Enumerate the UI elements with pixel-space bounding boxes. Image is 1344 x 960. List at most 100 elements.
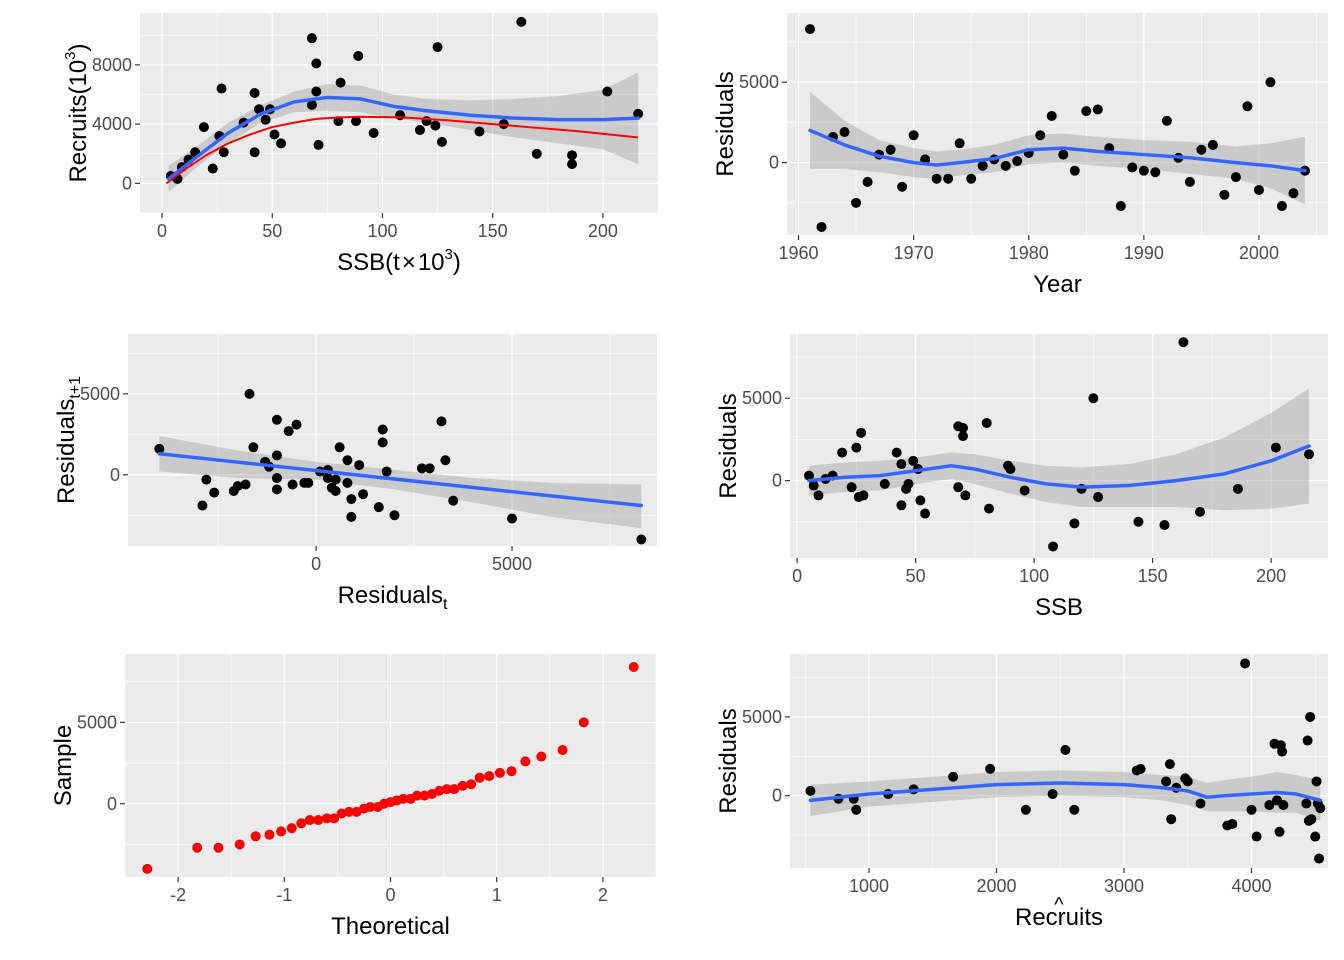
data-point: [1246, 804, 1257, 815]
data-point: [846, 482, 857, 493]
data-point: [291, 419, 302, 430]
data-point: [260, 114, 271, 125]
data-point: [304, 815, 315, 826]
data-point: [1184, 176, 1195, 187]
data-point: [636, 534, 647, 545]
data-point: [271, 484, 282, 495]
data-point: [953, 482, 964, 493]
data-point: [198, 122, 209, 133]
data-point: [531, 148, 542, 159]
data-point: [296, 818, 307, 829]
data-point: [1150, 167, 1161, 178]
y-tick-label: 8000: [92, 55, 132, 75]
y-axis-title: Residuals: [715, 708, 742, 813]
x-tick-label: 0: [157, 221, 167, 241]
data-point: [1048, 541, 1059, 552]
data-point: [1005, 464, 1016, 475]
data-point: [1277, 746, 1288, 757]
data-point: [335, 77, 346, 88]
data-point: [1240, 658, 1251, 669]
data-point: [213, 842, 224, 853]
data-point: [1047, 789, 1058, 800]
data-point: [311, 86, 322, 97]
x-tick-label: 1990: [1124, 243, 1164, 263]
x-tick-label: 0: [311, 554, 321, 574]
data-point: [474, 126, 485, 137]
x-tick-label: 2000: [977, 876, 1017, 896]
plot-marks: [805, 658, 1326, 864]
data-point: [1315, 803, 1326, 814]
data-point: [283, 426, 294, 437]
data-point: [354, 460, 365, 471]
data-point: [896, 459, 907, 470]
data-point: [201, 474, 212, 485]
y-tick-label: 0: [772, 471, 782, 491]
data-point: [358, 489, 369, 500]
data-point: [813, 490, 824, 501]
data-point: [306, 33, 317, 44]
data-point: [240, 479, 251, 490]
data-point: [1012, 156, 1023, 166]
data-point: [1069, 804, 1080, 815]
x-tick-label: 0: [385, 885, 395, 905]
x-tick-label: 4000: [1231, 876, 1271, 896]
data-point: [1135, 763, 1146, 774]
data-point: [856, 427, 867, 438]
x-tick-label: 50: [906, 566, 926, 586]
data-point: [197, 500, 208, 511]
data-point: [353, 50, 364, 61]
data-point: [311, 58, 322, 69]
data-point: [516, 16, 527, 27]
x-axis-title: Year: [1033, 271, 1082, 298]
data-point: [557, 745, 568, 756]
data-point: [1069, 518, 1080, 529]
x-tick-label: 3000: [1104, 876, 1144, 896]
data-point: [920, 508, 931, 519]
fitted-curve: [165, 115, 639, 185]
data-point: [1058, 149, 1069, 160]
data-point: [960, 490, 971, 501]
data-point: [216, 83, 227, 94]
data-point: [1081, 106, 1092, 117]
data-point: [536, 751, 547, 762]
data-point: [377, 437, 388, 448]
data-point: [271, 414, 282, 425]
x-tick-label: 1: [492, 885, 502, 905]
data-point: [1092, 104, 1103, 115]
data-point: [984, 503, 995, 514]
data-point: [142, 863, 153, 874]
x-tick-label: 100: [367, 221, 397, 241]
data-point: [244, 388, 255, 399]
data-point: [915, 495, 926, 506]
data-point: [805, 24, 816, 35]
data-point: [958, 422, 969, 433]
confidence-band: [168, 72, 639, 193]
data-point: [1161, 115, 1172, 126]
data-point: [837, 447, 848, 458]
data-point: [885, 144, 896, 155]
data-point: [154, 443, 165, 454]
x-axis-title: Recruits: [1015, 904, 1103, 931]
chart-year-residuals: 1960 1970 1980 1990 2000 0 5000 Year Residuals: [712, 13, 1328, 298]
data-point: [344, 806, 355, 817]
y-tick-label: 0: [107, 794, 117, 814]
chart-fitted-residuals: 1000 2000 3000 4000 0 5000 Recruits^ Residuals: [715, 654, 1328, 931]
data-point: [1251, 831, 1262, 842]
plot-panel: [790, 654, 1328, 868]
data-point: [412, 790, 423, 801]
data-point: [520, 756, 531, 767]
y-tick-label: 4000: [92, 114, 132, 134]
data-point: [448, 495, 459, 506]
data-point: [234, 839, 245, 850]
data-point: [207, 163, 218, 174]
data-point: [276, 138, 287, 149]
data-point: [985, 763, 996, 774]
data-point: [1311, 776, 1322, 787]
data-point: [858, 490, 869, 501]
data-point: [434, 785, 445, 796]
data-point: [351, 116, 362, 127]
data-point: [879, 478, 890, 489]
data-point: [333, 116, 344, 127]
data-point: [931, 173, 942, 184]
